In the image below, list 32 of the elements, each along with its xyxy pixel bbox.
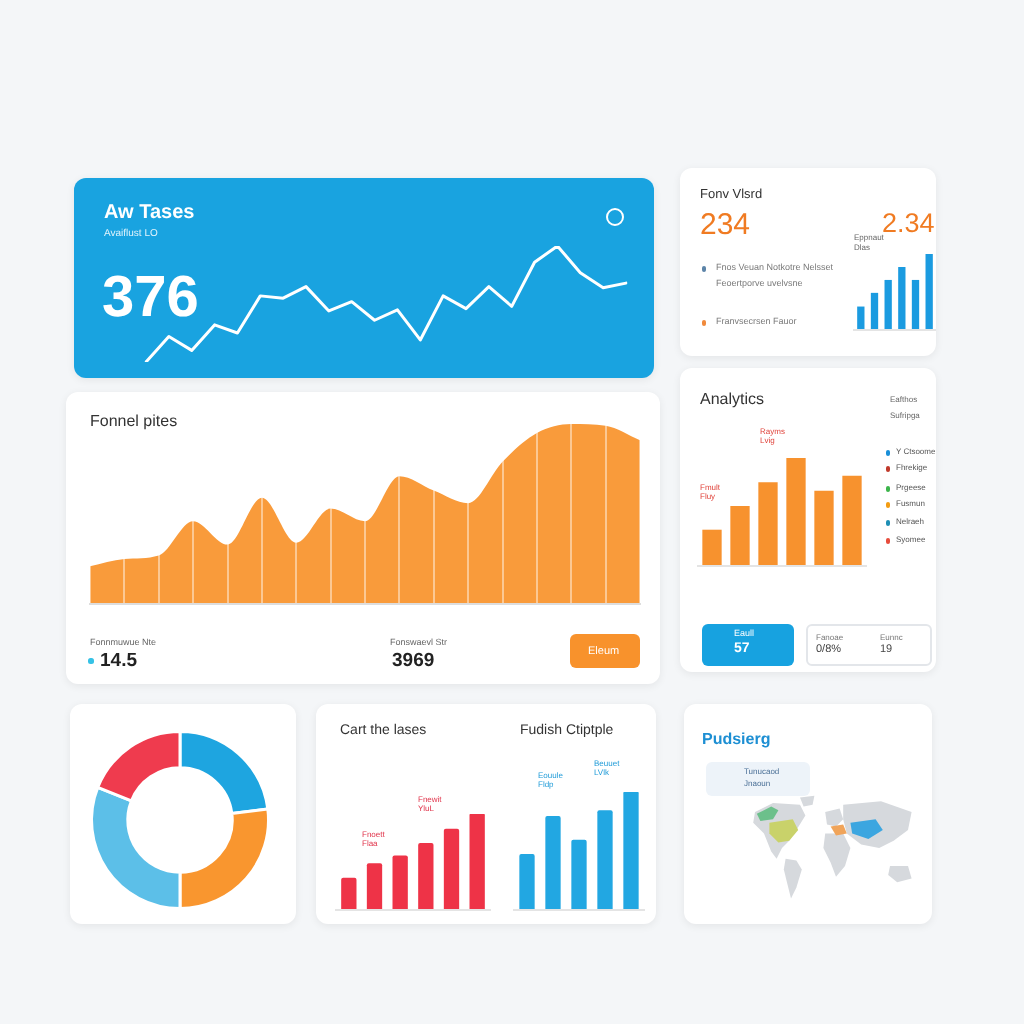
bar bbox=[597, 810, 613, 910]
bar bbox=[730, 505, 750, 566]
bar bbox=[842, 475, 862, 566]
bar bbox=[758, 482, 778, 566]
bar bbox=[702, 529, 722, 566]
bar bbox=[857, 306, 865, 330]
bar bbox=[623, 792, 639, 910]
text: 3969 bbox=[392, 650, 435, 673]
bar bbox=[786, 458, 806, 566]
bar bbox=[545, 816, 561, 910]
bar bbox=[418, 843, 434, 910]
bar bbox=[469, 814, 485, 910]
bar bbox=[898, 267, 906, 330]
bar bbox=[884, 279, 892, 330]
text: 2.34 bbox=[882, 207, 935, 237]
bar bbox=[392, 855, 408, 910]
annotation: 376 bbox=[102, 266, 199, 330]
bar bbox=[571, 839, 587, 910]
text: Aw Tases bbox=[104, 202, 195, 224]
bar bbox=[366, 863, 383, 910]
chart-title: Analytics bbox=[700, 390, 765, 408]
text: Pudsierg bbox=[702, 730, 771, 748]
bar bbox=[519, 853, 535, 910]
text: 14.5 bbox=[100, 650, 139, 673]
bar bbox=[870, 292, 879, 330]
bar bbox=[925, 254, 933, 330]
bar bbox=[911, 279, 920, 330]
bar bbox=[341, 877, 357, 910]
chart-title: Fonnel pites bbox=[90, 411, 178, 429]
text: 234 bbox=[700, 208, 751, 242]
bar bbox=[814, 490, 834, 566]
bar bbox=[443, 828, 460, 910]
